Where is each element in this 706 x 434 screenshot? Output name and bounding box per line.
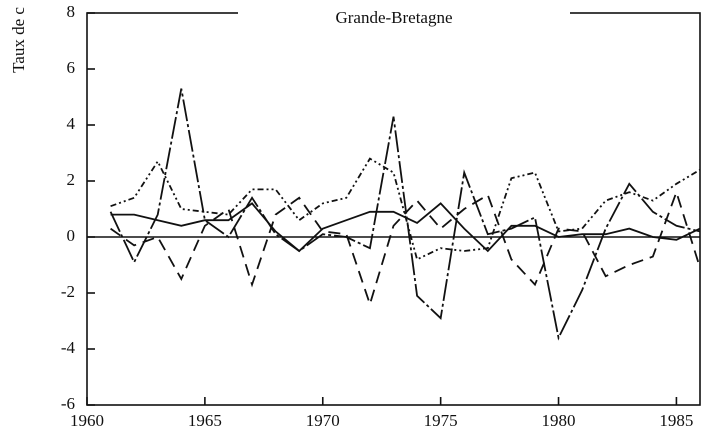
chart-title: Grande-Bretagne — [335, 8, 452, 27]
x-tick-label: 1980 — [542, 411, 576, 430]
x-tick-label: 1975 — [424, 411, 458, 430]
y-tick-label: -2 — [61, 282, 75, 301]
title-background — [238, 9, 570, 19]
y-axis-label: Taux de c — [9, 7, 28, 73]
y-tick-label: 6 — [67, 58, 76, 77]
x-tick-label: 1970 — [306, 411, 340, 430]
y-tick-label: 4 — [67, 114, 76, 133]
y-tick-label: 0 — [67, 226, 76, 245]
data-line — [110, 189, 701, 308]
x-tick-label: 1960 — [70, 411, 104, 430]
y-tick-label: -4 — [61, 338, 76, 357]
data-line — [109, 88, 701, 341]
x-tick-label: 1985 — [659, 411, 693, 430]
y-tick-label: 8 — [67, 2, 76, 21]
y-tick-label: 2 — [67, 170, 76, 189]
y-tick-label: -6 — [61, 394, 75, 413]
data-line — [110, 157, 701, 261]
x-tick-label: 1965 — [188, 411, 222, 430]
plot-frame — [86, 12, 701, 406]
